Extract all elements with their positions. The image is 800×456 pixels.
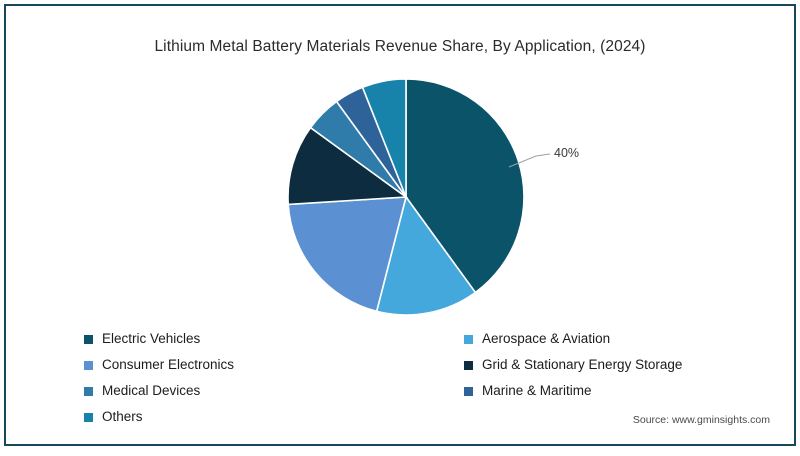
pie-slice[interactable] (375, 195, 477, 316)
chart-card: Lithium Metal Battery Materials Revenue … (4, 4, 796, 446)
legend-swatch-icon (464, 334, 473, 344)
legend-item-label: Others (102, 409, 143, 425)
pie-slice[interactable] (361, 78, 407, 198)
legend-item-label: Grid & Stationary Energy Storage (482, 357, 683, 373)
legend-item[interactable]: Electric Vehicles (84, 326, 234, 352)
pie-slice[interactable] (287, 126, 409, 206)
legend-item[interactable]: Others (84, 404, 234, 430)
legend-item-label: Medical Devices (102, 383, 201, 399)
pie-slice[interactable] (287, 196, 408, 313)
pie-slice-group (287, 78, 525, 316)
legend-item[interactable]: Medical Devices (84, 378, 234, 404)
pie-svg (287, 78, 525, 316)
legend-swatch-icon (84, 360, 93, 370)
legend-item-label: Marine & Maritime (482, 383, 592, 399)
source-attribution: Source: www.gminsights.com (632, 414, 770, 426)
legend-column-left: Electric Vehicles Consumer Electronics M… (84, 326, 234, 430)
legend-column-right: Aerospace & Aviation Grid & Stationary E… (464, 326, 682, 404)
legend-swatch-icon (464, 386, 473, 396)
legend-item-label: Aerospace & Aviation (482, 331, 611, 347)
legend-item[interactable]: Marine & Maritime (464, 378, 682, 404)
legend-swatch-icon (84, 334, 93, 344)
legend-item[interactable]: Consumer Electronics (84, 352, 234, 378)
legend-item[interactable]: Grid & Stationary Energy Storage (464, 352, 682, 378)
pie-chart (274, 78, 538, 316)
legend-swatch-icon (464, 360, 473, 370)
legend-item-label: Consumer Electronics (102, 357, 235, 373)
legend-swatch-icon (84, 412, 93, 422)
legend-item-label: Electric Vehicles (102, 331, 201, 347)
legend-swatch-icon (84, 386, 93, 396)
data-label-electric-vehicles: 40% (554, 146, 580, 160)
legend-item[interactable]: Aerospace & Aviation (464, 326, 682, 352)
chart-title: Lithium Metal Battery Materials Revenue … (154, 38, 646, 55)
